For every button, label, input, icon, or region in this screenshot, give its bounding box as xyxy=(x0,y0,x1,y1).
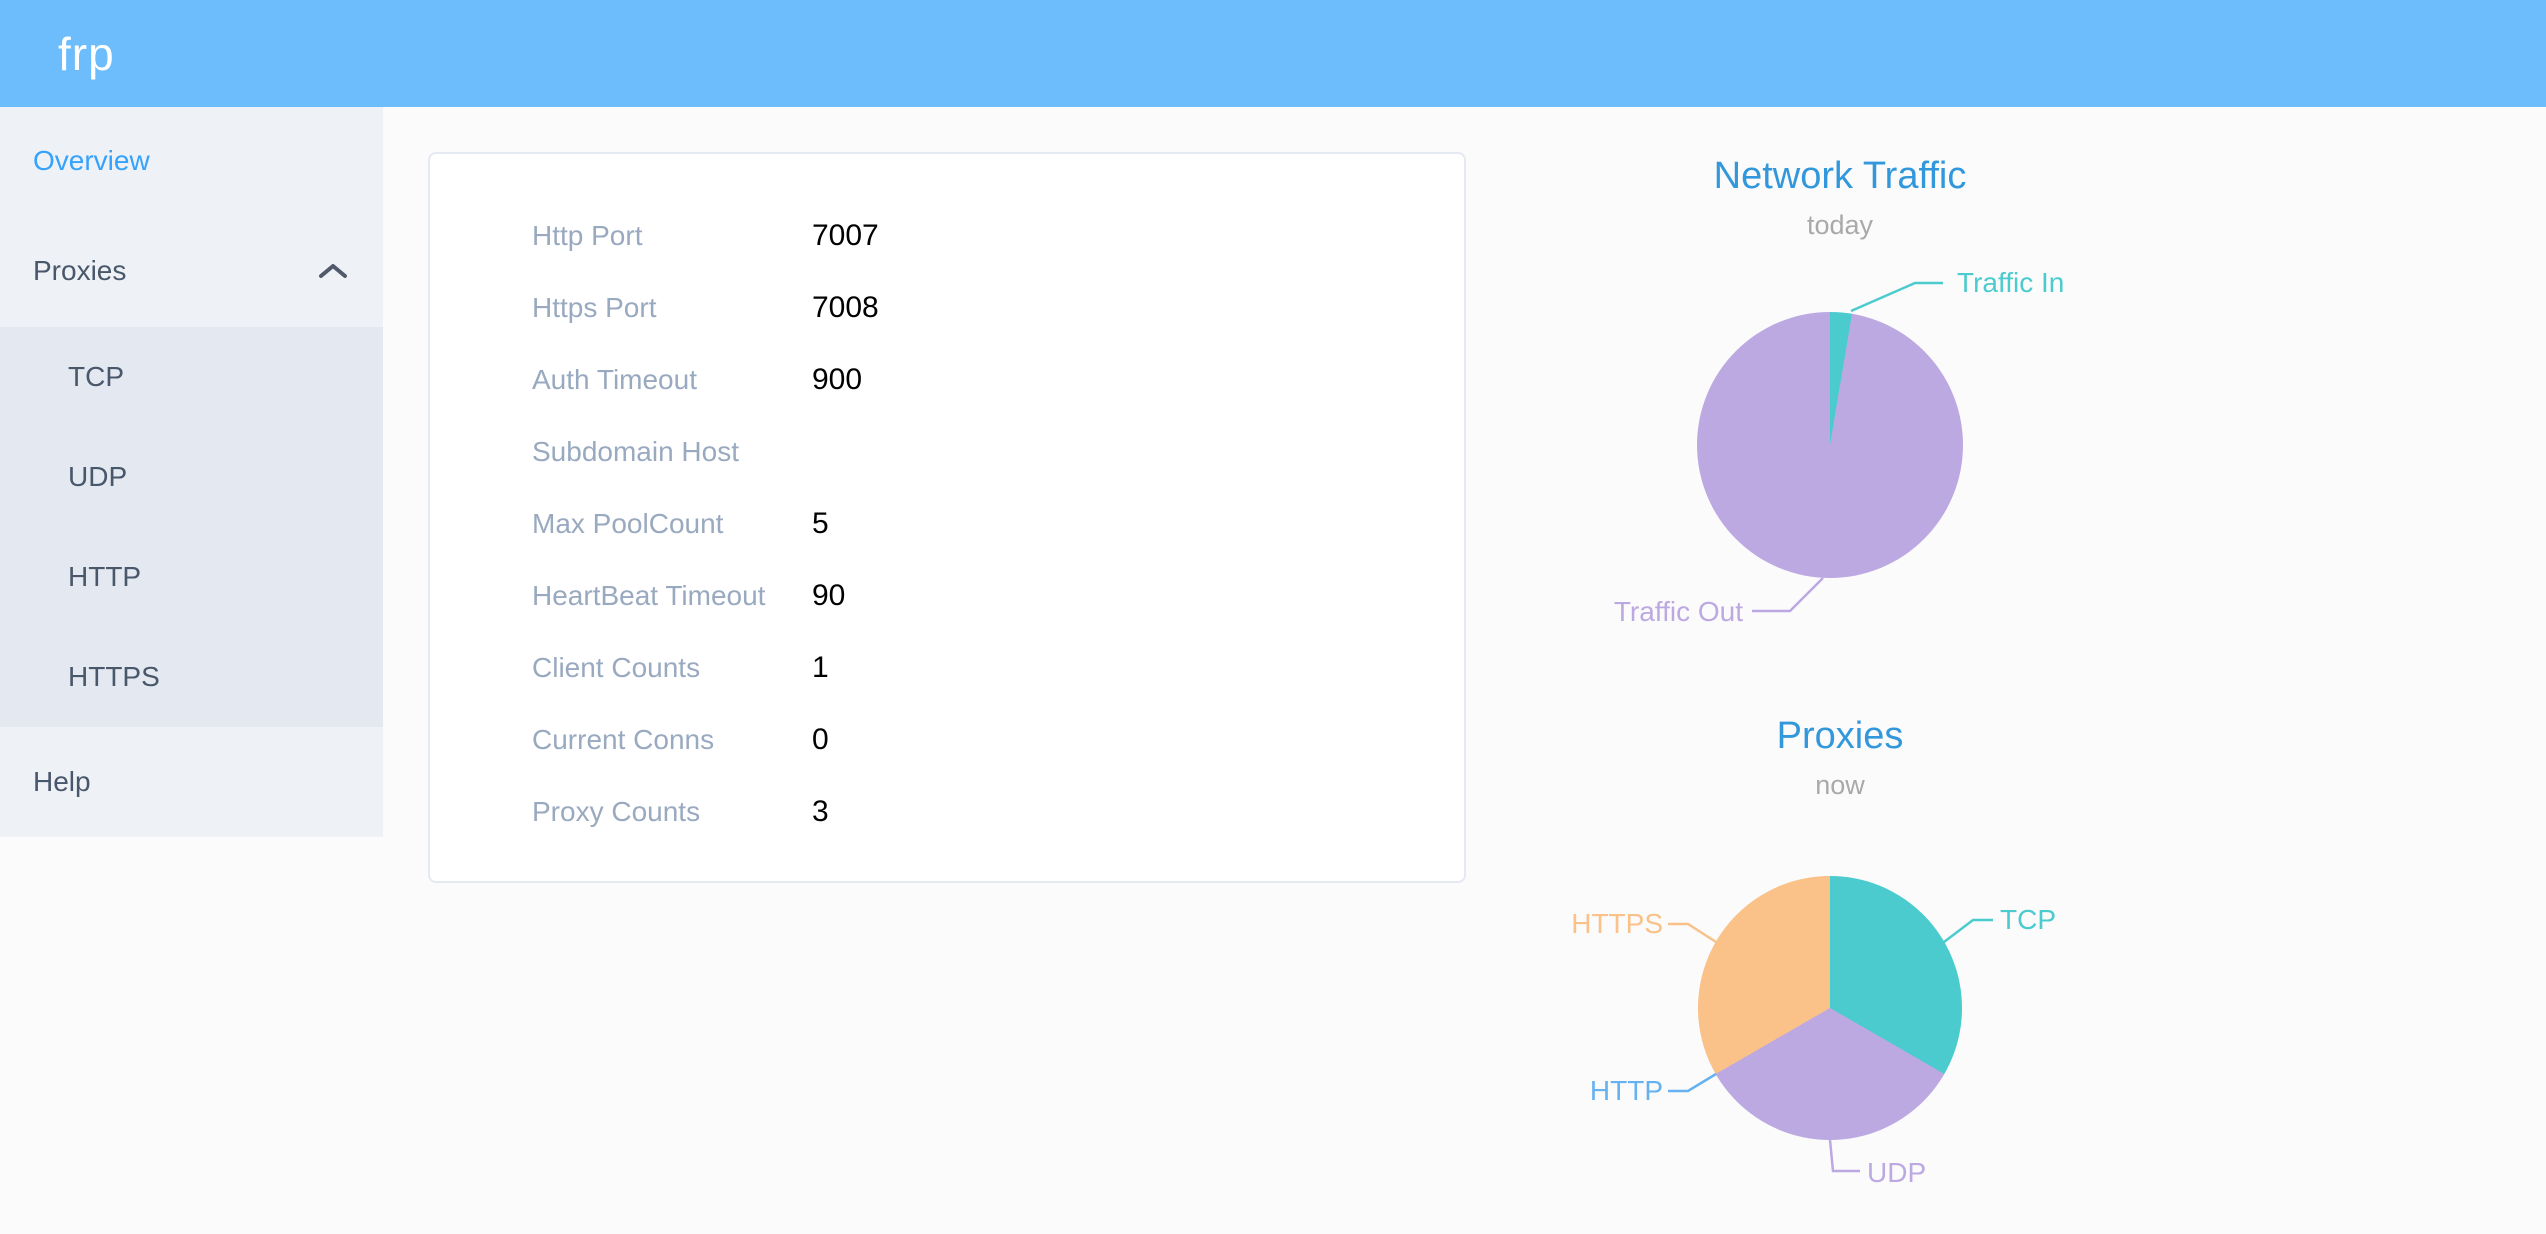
sidebar-item-tcp-label: TCP xyxy=(68,361,124,392)
http-slice-label: HTTP xyxy=(1589,1075,1663,1106)
table-row: Subdomain Host xyxy=(430,416,1464,488)
network-traffic-chart: Network Traffic today Traffic In Traffic… xyxy=(1560,140,2120,700)
chevron-up-icon xyxy=(319,215,347,327)
config-label: Client Counts xyxy=(532,652,701,683)
config-label: Subdomain Host xyxy=(532,436,740,467)
table-row: Auth Timeout 900 xyxy=(430,344,1464,416)
config-label: Max PoolCount xyxy=(532,508,724,539)
server-config-rows: Http Port 7007 Https Port 7008 Auth Time… xyxy=(430,154,1464,848)
config-value: 7008 xyxy=(812,291,879,324)
network-traffic-subtitle: today xyxy=(1806,210,1874,240)
sidebar-item-https[interactable]: HTTPS xyxy=(0,627,383,727)
traffic-in-label: Traffic In xyxy=(1957,267,2065,298)
proxies-chart: Proxies now TCP UDP HTTP HTTPS xyxy=(1560,700,2120,1234)
sidebar-item-http[interactable]: HTTP xyxy=(0,527,383,627)
sidebar-item-udp[interactable]: UDP xyxy=(0,427,383,527)
sidebar-item-overview[interactable]: Overview xyxy=(0,107,383,215)
server-config-card: Http Port 7007 Https Port 7008 Auth Time… xyxy=(428,152,1466,883)
config-label: Https Port xyxy=(532,292,657,323)
sidebar-item-overview-label: Overview xyxy=(33,145,150,176)
config-label: Auth Timeout xyxy=(532,364,697,395)
table-row: HeartBeat Timeout 90 xyxy=(430,560,1464,632)
sidebar: Overview Proxies TCP UDP HTTP HTTPS Help xyxy=(0,107,383,837)
network-traffic-pie[interactable] xyxy=(1697,312,1963,578)
sidebar-item-https-label: HTTPS xyxy=(68,661,160,692)
proxies-title: Proxies xyxy=(1776,715,1904,757)
config-label: Http Port xyxy=(532,220,643,251)
sidebar-item-help[interactable]: Help xyxy=(0,727,383,837)
table-row: Http Port 7007 xyxy=(430,200,1464,272)
network-traffic-title: Network Traffic xyxy=(1713,155,1967,197)
config-value: 5 xyxy=(812,507,829,540)
table-row: Max PoolCount 5 xyxy=(430,488,1464,560)
table-row: Current Conns 0 xyxy=(430,704,1464,776)
sidebar-item-help-label: Help xyxy=(33,766,91,797)
config-value: 0 xyxy=(812,723,829,756)
config-value: 7007 xyxy=(812,219,879,252)
frp-logo: frp xyxy=(58,27,115,80)
table-row: Https Port 7008 xyxy=(430,272,1464,344)
sidebar-item-udp-label: UDP xyxy=(68,461,128,492)
config-value: 3 xyxy=(812,795,829,828)
traffic-out-label: Traffic Out xyxy=(1613,596,1743,627)
config-value: 90 xyxy=(812,579,846,612)
config-label: HeartBeat Timeout xyxy=(532,580,766,611)
config-label: Proxy Counts xyxy=(532,796,701,827)
table-row: Client Counts 1 xyxy=(430,632,1464,704)
sidebar-item-proxies-label: Proxies xyxy=(33,255,127,286)
table-row: Proxy Counts 3 xyxy=(430,776,1464,848)
https-slice-label: HTTPS xyxy=(1571,908,1663,939)
sidebar-item-proxies[interactable]: Proxies xyxy=(0,215,383,327)
app-header: frp xyxy=(0,0,2546,107)
sidebar-item-tcp[interactable]: TCP xyxy=(0,327,383,427)
sidebar-item-http-label: HTTP xyxy=(68,561,142,592)
udp-slice-label: UDP xyxy=(1867,1157,1927,1188)
tcp-slice-label: TCP xyxy=(2000,904,2056,935)
proxies-pie[interactable] xyxy=(1698,876,1962,1140)
proxies-subtitle: now xyxy=(1815,770,1865,800)
config-label: Current Conns xyxy=(532,724,715,755)
proxies-submenu: TCP UDP HTTP HTTPS xyxy=(0,327,383,727)
config-value: 900 xyxy=(812,363,863,396)
config-value: 1 xyxy=(812,651,829,684)
